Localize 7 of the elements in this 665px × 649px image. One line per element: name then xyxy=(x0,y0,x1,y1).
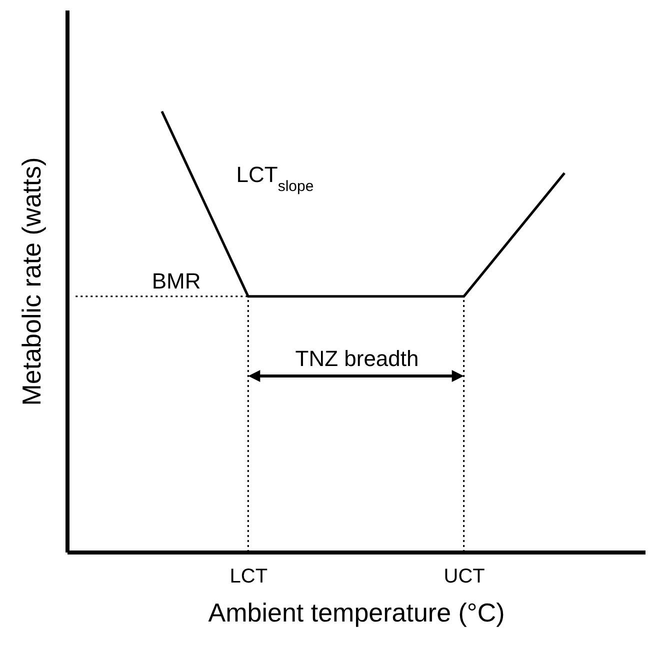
annotation: TNZ breadth xyxy=(295,346,419,371)
ref-line-label: BMR xyxy=(152,268,201,294)
x-tick-label: LCT xyxy=(230,566,268,588)
y-axis-title: Metabolic rate (watts) xyxy=(16,157,46,406)
x-axis-title: Ambient temperature (°C) xyxy=(208,598,505,628)
annotation: LCT$_{slope}$ xyxy=(236,162,314,194)
x-tick-label: UCT xyxy=(444,566,485,588)
